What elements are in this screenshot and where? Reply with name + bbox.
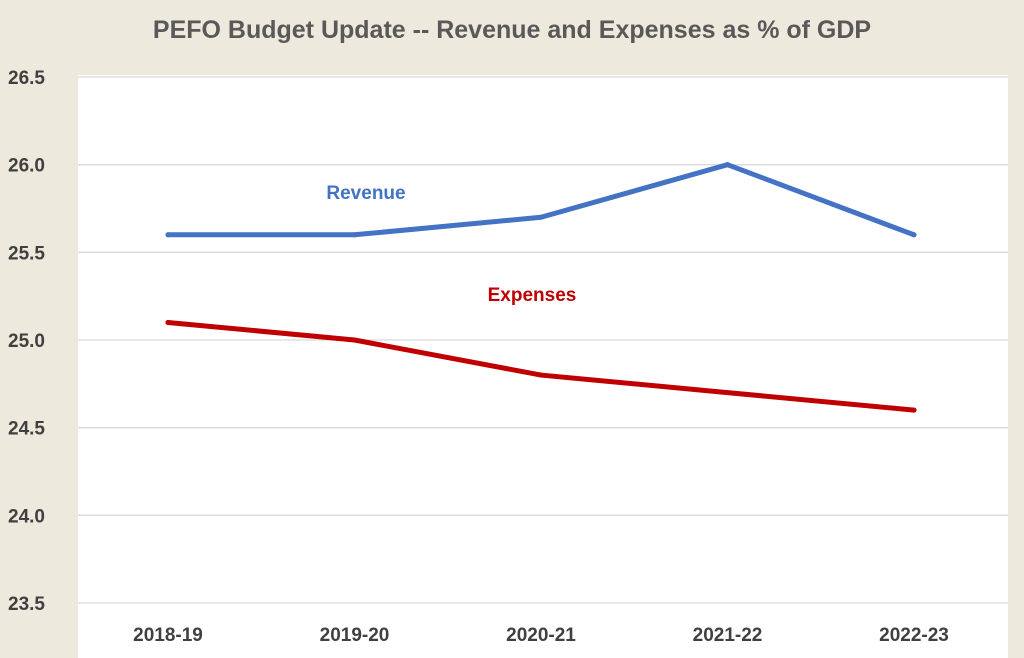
y-tick-label: 25.5 [8, 243, 45, 264]
x-tick-label: 2021-22 [693, 625, 763, 646]
x-tick-label: 2020-21 [506, 625, 576, 646]
data-point-expenses [165, 319, 171, 325]
data-point-expenses [352, 337, 357, 343]
x-tick-label: 2022-23 [879, 625, 949, 646]
y-tick-label: 23.5 [8, 594, 45, 615]
plot-area [78, 75, 1008, 658]
data-point-revenue [911, 232, 917, 238]
y-tick-label: 26.0 [8, 156, 45, 177]
x-tick-label: 2018-19 [133, 625, 203, 646]
chart-title: PEFO Budget Update -- Revenue and Expens… [152, 16, 872, 44]
y-tick-label: 25.0 [8, 331, 45, 352]
y-tick-label: 24.5 [8, 419, 45, 440]
series-label-expenses: Expenses [488, 285, 577, 306]
data-point-expenses [538, 372, 544, 378]
data-point-revenue [725, 162, 730, 168]
series-label-revenue: Revenue [326, 183, 405, 204]
data-point-revenue [538, 214, 544, 220]
data-point-expenses [725, 390, 730, 396]
x-tick-label: 2019-20 [320, 625, 390, 646]
data-point-revenue [165, 232, 171, 238]
data-point-expenses [911, 407, 917, 413]
y-tick-label: 26.5 [8, 68, 45, 89]
y-tick-label: 24.0 [8, 506, 45, 527]
data-point-revenue [352, 232, 357, 238]
